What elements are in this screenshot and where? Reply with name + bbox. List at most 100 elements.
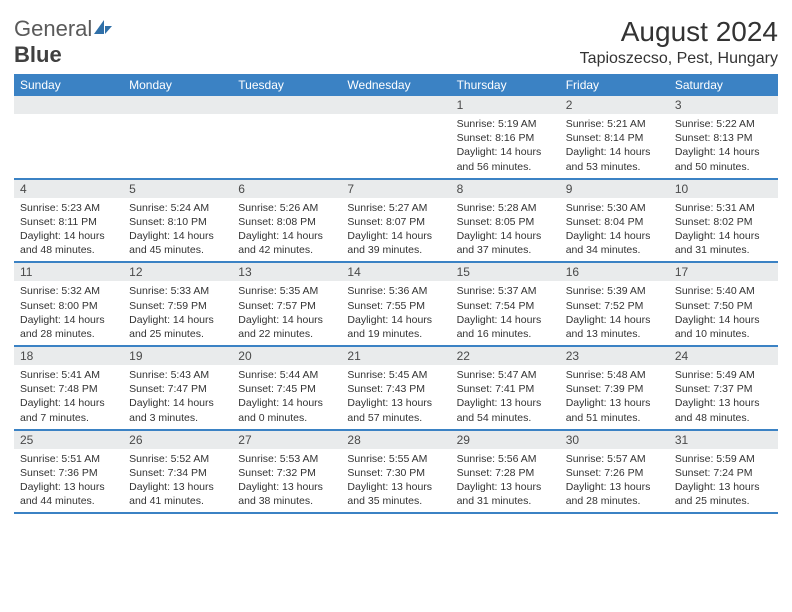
day-number: 2: [560, 96, 669, 114]
day-detail-line: and 31 minutes.: [675, 243, 772, 257]
day-number: [123, 96, 232, 114]
day-detail-line: Sunset: 8:13 PM: [675, 131, 772, 145]
day-number: 24: [669, 347, 778, 365]
day-number: [14, 96, 123, 114]
day-detail-line: Daylight: 14 hours: [238, 396, 335, 410]
day-detail-line: Sunrise: 5:35 AM: [238, 284, 335, 298]
day-cell: 19Sunrise: 5:43 AMSunset: 7:47 PMDayligh…: [123, 347, 232, 429]
day-detail-line: and 54 minutes.: [457, 411, 554, 425]
day-details: Sunrise: 5:35 AMSunset: 7:57 PMDaylight:…: [232, 284, 341, 341]
day-detail-line: Sunset: 7:52 PM: [566, 299, 663, 313]
day-detail-line: Sunrise: 5:44 AM: [238, 368, 335, 382]
day-detail-line: Sunset: 8:08 PM: [238, 215, 335, 229]
day-detail-line: Daylight: 14 hours: [457, 229, 554, 243]
day-cell: 4Sunrise: 5:23 AMSunset: 8:11 PMDaylight…: [14, 180, 123, 262]
day-detail-line: and 16 minutes.: [457, 327, 554, 341]
day-details: [14, 117, 123, 169]
day-cell: 18Sunrise: 5:41 AMSunset: 7:48 PMDayligh…: [14, 347, 123, 429]
day-details: Sunrise: 5:36 AMSunset: 7:55 PMDaylight:…: [341, 284, 450, 341]
day-details: Sunrise: 5:37 AMSunset: 7:54 PMDaylight:…: [451, 284, 560, 341]
day-cell: 6Sunrise: 5:26 AMSunset: 8:08 PMDaylight…: [232, 180, 341, 262]
day-detail-line: Sunset: 8:16 PM: [457, 131, 554, 145]
day-detail-line: Daylight: 13 hours: [129, 480, 226, 494]
day-details: Sunrise: 5:53 AMSunset: 7:32 PMDaylight:…: [232, 452, 341, 509]
day-details: Sunrise: 5:40 AMSunset: 7:50 PMDaylight:…: [669, 284, 778, 341]
day-detail-line: Sunset: 7:39 PM: [566, 382, 663, 396]
day-detail-line: Sunrise: 5:27 AM: [347, 201, 444, 215]
day-detail-line: and 50 minutes.: [675, 160, 772, 174]
day-detail-line: Daylight: 14 hours: [347, 313, 444, 327]
day-detail-line: Daylight: 13 hours: [675, 396, 772, 410]
day-cell: 10 Sunrise: 5:31 AMSunset: 8:02 PMDayligh…: [669, 180, 778, 262]
day-number: 1: [451, 96, 560, 114]
day-number: 4: [14, 180, 123, 198]
day-cell: [14, 96, 123, 178]
day-details: Sunrise: 5:44 AMSunset: 7:45 PMDaylight:…: [232, 368, 341, 425]
day-detail-line: Daylight: 14 hours: [129, 313, 226, 327]
day-details: Sunrise: 5:26 AMSunset: 8:08 PMDaylight:…: [232, 201, 341, 258]
day-cell: 17Sunrise: 5:40 AMSunset: 7:50 PMDayligh…: [669, 263, 778, 345]
day-detail-line: Sunset: 8:02 PM: [675, 215, 772, 229]
day-cell: 25Sunrise: 5:51 AMSunset: 7:36 PMDayligh…: [14, 431, 123, 513]
week-row: 11Sunrise: 5:32 AMSunset: 8:00 PMDayligh…: [14, 263, 778, 347]
day-cell: 23Sunrise: 5:48 AMSunset: 7:39 PMDayligh…: [560, 347, 669, 429]
day-details: Sunrise: 5:33 AMSunset: 7:59 PMDaylight:…: [123, 284, 232, 341]
day-detail-line: Daylight: 13 hours: [347, 396, 444, 410]
day-details: Sunrise: 5:49 AMSunset: 7:37 PMDaylight:…: [669, 368, 778, 425]
day-detail-line: Sunset: 8:00 PM: [20, 299, 117, 313]
day-number: 15: [451, 263, 560, 281]
day-details: Sunrise: 5:31 AMSunset: 8:02 PMDaylight:…: [669, 201, 778, 258]
day-number: 10: [669, 180, 778, 198]
day-detail-line: and 44 minutes.: [20, 494, 117, 508]
week-row: 25Sunrise: 5:51 AMSunset: 7:36 PMDayligh…: [14, 431, 778, 515]
day-detail-line: Sunrise: 5:23 AM: [20, 201, 117, 215]
logo: General Blue: [14, 16, 114, 68]
day-details: Sunrise: 5:30 AMSunset: 8:04 PMDaylight:…: [560, 201, 669, 258]
day-detail-line: Sunrise: 5:33 AM: [129, 284, 226, 298]
day-detail-line: Sunrise: 5:47 AM: [457, 368, 554, 382]
dow-monday: Monday: [123, 74, 232, 96]
day-detail-line: and 25 minutes.: [129, 327, 226, 341]
day-cell: 11Sunrise: 5:32 AMSunset: 8:00 PMDayligh…: [14, 263, 123, 345]
day-detail-line: Sunrise: 5:21 AM: [566, 117, 663, 131]
day-details: Sunrise: 5:47 AMSunset: 7:41 PMDaylight:…: [451, 368, 560, 425]
day-number: [232, 96, 341, 114]
day-cell: 30Sunrise: 5:57 AMSunset: 7:26 PMDayligh…: [560, 431, 669, 513]
day-detail-line: Daylight: 14 hours: [129, 229, 226, 243]
day-detail-line: Sunset: 8:05 PM: [457, 215, 554, 229]
day-details: Sunrise: 5:24 AMSunset: 8:10 PMDaylight:…: [123, 201, 232, 258]
day-cell: 27Sunrise: 5:53 AMSunset: 7:32 PMDayligh…: [232, 431, 341, 513]
day-detail-line: Sunset: 7:37 PM: [675, 382, 772, 396]
day-detail-line: and 38 minutes.: [238, 494, 335, 508]
day-number: 14: [341, 263, 450, 281]
logo-text: General Blue: [14, 16, 114, 68]
day-details: Sunrise: 5:22 AMSunset: 8:13 PMDaylight:…: [669, 117, 778, 174]
week-row: 18Sunrise: 5:41 AMSunset: 7:48 PMDayligh…: [14, 347, 778, 431]
day-detail-line: Daylight: 13 hours: [238, 480, 335, 494]
day-details: Sunrise: 5:51 AMSunset: 7:36 PMDaylight:…: [14, 452, 123, 509]
day-details: Sunrise: 5:48 AMSunset: 7:39 PMDaylight:…: [560, 368, 669, 425]
dow-sunday: Sunday: [14, 74, 123, 96]
day-detail-line: Sunset: 7:32 PM: [238, 466, 335, 480]
header: General Blue August 2024 Tapioszecso, Pe…: [14, 16, 778, 68]
day-detail-line: and 39 minutes.: [347, 243, 444, 257]
day-detail-line: and 57 minutes.: [347, 411, 444, 425]
day-detail-line: Sunset: 7:48 PM: [20, 382, 117, 396]
day-cell: 12Sunrise: 5:33 AMSunset: 7:59 PMDayligh…: [123, 263, 232, 345]
day-cell: 16Sunrise: 5:39 AMSunset: 7:52 PMDayligh…: [560, 263, 669, 345]
day-detail-line: Sunset: 8:10 PM: [129, 215, 226, 229]
day-detail-line: Sunrise: 5:56 AM: [457, 452, 554, 466]
day-number: 28: [341, 431, 450, 449]
day-cell: [341, 96, 450, 178]
day-detail-line: Daylight: 14 hours: [675, 313, 772, 327]
day-detail-line: Sunrise: 5:52 AM: [129, 452, 226, 466]
day-detail-line: Sunset: 7:30 PM: [347, 466, 444, 480]
day-detail-line: Daylight: 14 hours: [675, 145, 772, 159]
day-detail-line: Sunrise: 5:28 AM: [457, 201, 554, 215]
day-details: Sunrise: 5:39 AMSunset: 7:52 PMDaylight:…: [560, 284, 669, 341]
day-cell: 15 Sunrise: 5:37 AMSunset: 7:54 PMDayligh…: [451, 263, 560, 345]
day-detail-line: Daylight: 13 hours: [457, 396, 554, 410]
day-detail-line: and 31 minutes.: [457, 494, 554, 508]
day-details: Sunrise: 5:19 AMSunset: 8:16 PMDaylight:…: [451, 117, 560, 174]
day-cell: 5Sunrise: 5:24 AMSunset: 8:10 PMDaylight…: [123, 180, 232, 262]
